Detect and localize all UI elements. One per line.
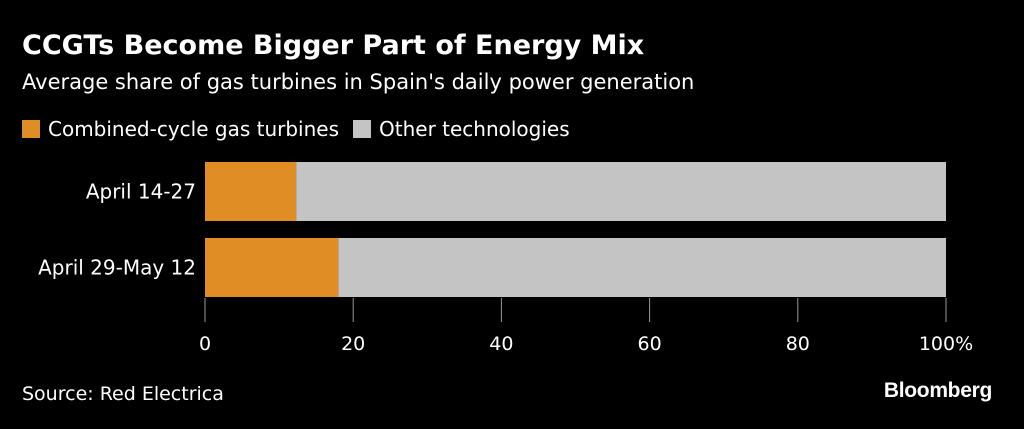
x-tick-label-1: 20: [341, 333, 365, 355]
legend-swatch-ccgt: [22, 120, 40, 138]
legend-swatch-other: [353, 120, 371, 138]
bar-other-1: [338, 238, 946, 297]
legend-label-other: Other technologies: [379, 117, 570, 141]
x-tick-label-5: 100%: [919, 333, 973, 355]
category-label-1: April 29-May 12: [38, 256, 196, 280]
legend: Combined-cycle gas turbines Other techno…: [22, 117, 584, 141]
source-note: Source: Red Electrica: [22, 383, 224, 405]
legend-item-other: Other technologies: [353, 117, 570, 141]
bar-ccgt-0: [205, 162, 297, 221]
legend-item-ccgt: Combined-cycle gas turbines: [22, 117, 339, 141]
x-tick-label-2: 40: [489, 333, 513, 355]
x-tick-label-4: 80: [786, 333, 810, 355]
chart-subtitle: Average share of gas turbines in Spain's…: [22, 70, 695, 94]
x-tick-label-0: 0: [199, 333, 211, 355]
category-label-0: April 14-27: [86, 180, 196, 204]
chart-title: CCGTs Become Bigger Part of Energy Mix: [22, 30, 645, 61]
bar-other-0: [296, 162, 946, 221]
x-tick-label-3: 60: [638, 333, 662, 355]
bar-ccgt-1: [205, 238, 339, 297]
legend-label-ccgt: Combined-cycle gas turbines: [48, 117, 339, 141]
bloomberg-logo: Bloomberg: [883, 379, 992, 402]
